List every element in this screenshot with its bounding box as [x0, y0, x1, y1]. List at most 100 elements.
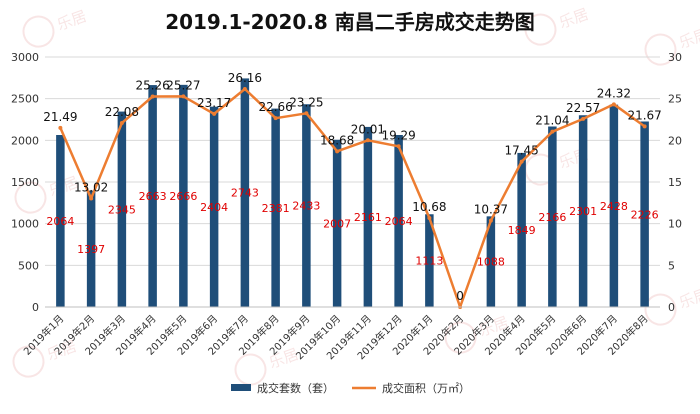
- watermark-circle: [644, 293, 677, 326]
- legend-line-label: 成交面积（万㎡）: [382, 381, 470, 395]
- y-right-tick-label: 5: [668, 259, 675, 272]
- line-data-label: 21.04: [535, 114, 569, 128]
- y-left-tick-label: 3000: [11, 51, 39, 64]
- bar-data-label: 1088: [477, 256, 505, 269]
- line-data-label: 22.57: [566, 101, 600, 115]
- bar: [332, 139, 342, 307]
- bar-data-label: 2663: [139, 190, 167, 203]
- line-point: [642, 124, 647, 129]
- y-left-tick-label: 0: [32, 301, 39, 314]
- watermark-circle: [22, 15, 55, 48]
- gridlines: [45, 56, 660, 308]
- y-left-tick-label: 2500: [11, 93, 39, 106]
- line-point: [242, 87, 247, 91]
- line-data-label: 20.01: [351, 122, 385, 136]
- line-data-label: 17.45: [504, 144, 538, 158]
- bar-data-label: 2666: [169, 190, 197, 203]
- line-data-label: 22.66: [258, 100, 292, 114]
- line-data-label: 24.32: [597, 86, 631, 100]
- y-right-tick-label: 10: [668, 218, 682, 231]
- bar-data-label: 2345: [108, 203, 136, 216]
- bar: [394, 135, 403, 307]
- bar: [548, 126, 557, 307]
- watermark-circle: [524, 13, 557, 46]
- line-data-label: 21.67: [627, 108, 661, 122]
- chart-title: 2019.1-2020.8 南昌二手房成交走势图: [165, 10, 535, 34]
- line-data-label: 21.49: [43, 110, 77, 124]
- bar-data-label: 2064: [46, 215, 74, 228]
- line-data-label: 25.26: [135, 79, 169, 93]
- line-point: [396, 144, 401, 149]
- line-data-label: 22.08: [105, 105, 139, 119]
- bar: [86, 190, 96, 307]
- line-data-label: 0: [456, 289, 464, 303]
- line-point: [488, 218, 493, 223]
- line-point: [181, 94, 186, 99]
- bar-data-label: 2007: [323, 217, 351, 230]
- watermark-circle: [644, 33, 677, 66]
- line-point: [550, 129, 555, 134]
- bar-data-label: 2161: [354, 211, 382, 224]
- bar-series: [56, 78, 649, 308]
- bar-data-label: 1397: [77, 243, 105, 256]
- bar: [179, 84, 188, 307]
- bar: [609, 104, 619, 308]
- bar: [425, 214, 434, 307]
- y-right-tick-label: 20: [668, 134, 682, 147]
- bar: [117, 111, 127, 307]
- bar: [271, 108, 280, 307]
- bar: [148, 85, 157, 307]
- legend: 成交套数（套） 成交面积（万㎡）: [231, 381, 470, 395]
- y-left-tick-label: 1500: [11, 176, 39, 189]
- watermark-text: 乐居: [557, 5, 591, 32]
- bar-data-label: 2166: [538, 211, 566, 224]
- line-point: [581, 116, 586, 121]
- y-left-tick-label: 2000: [11, 134, 39, 147]
- bar: [517, 152, 526, 307]
- line-point: [273, 116, 278, 121]
- x-axis: 2019年1月2019年2月2019年3月2019年4月2019年5月2019年…: [21, 306, 660, 362]
- watermark-circle: [12, 345, 45, 378]
- bar-data-label: 2381: [262, 202, 290, 215]
- y-right-tick-label: 0: [668, 301, 675, 314]
- line-point: [212, 111, 217, 116]
- line-point: [150, 94, 155, 99]
- bar-data-label: 2404: [200, 201, 228, 214]
- y-right-tick-label: 30: [668, 51, 682, 64]
- watermark-text: 乐居: [677, 285, 700, 312]
- y-right-tick-label: 15: [668, 176, 682, 189]
- bar: [486, 216, 496, 307]
- line-point: [427, 216, 432, 220]
- bar-data-label: 1849: [508, 224, 536, 237]
- bar: [640, 121, 649, 307]
- bar: [302, 104, 311, 307]
- line-data-label: 23.25: [289, 95, 323, 109]
- line-point: [58, 125, 63, 130]
- watermark-logo: 乐居: [14, 173, 81, 214]
- y-axis-right: 0 5 10 15 20 25 30: [668, 51, 682, 314]
- watermark-text: 乐居: [677, 25, 700, 52]
- legend-bar-label: 成交套数（套）: [257, 381, 334, 395]
- y-left-tick-label: 1000: [11, 218, 39, 231]
- bar: [209, 106, 219, 308]
- line-point: [335, 149, 340, 154]
- line-point: [519, 159, 524, 164]
- watermark-logo: 乐居: [22, 7, 89, 48]
- bar-data-label: 2301: [569, 205, 597, 218]
- bar-data-label: 2064: [385, 215, 413, 228]
- line-point: [119, 121, 124, 125]
- watermark-circle: [14, 181, 47, 214]
- line-point: [611, 102, 616, 107]
- line-point: [365, 138, 370, 143]
- line-data-label: 18.68: [320, 133, 354, 147]
- bar-data-label: 1113: [415, 255, 443, 268]
- line-data-label: 19.29: [381, 128, 415, 142]
- bar: [363, 126, 373, 308]
- series-line: [59, 87, 646, 309]
- line-data-label: 26.16: [228, 71, 262, 85]
- bar: [56, 135, 65, 307]
- y-right-tick-label: 25: [668, 93, 682, 106]
